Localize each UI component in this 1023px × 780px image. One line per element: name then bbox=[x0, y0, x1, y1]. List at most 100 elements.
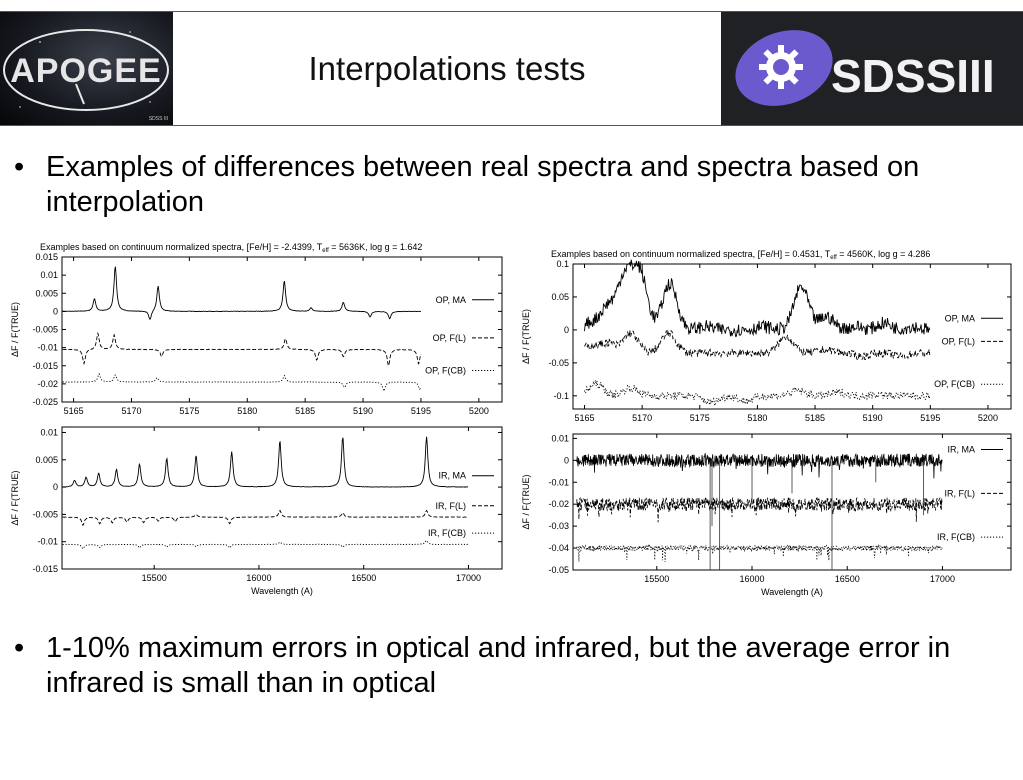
gear-icon bbox=[759, 45, 803, 89]
y-axis-label: ΔF / F(TRUE) bbox=[10, 470, 20, 525]
y-tick-label: 0 bbox=[564, 455, 569, 465]
x-tick-label: 16000 bbox=[246, 573, 271, 583]
chart-title: Examples based on continuum normalized s… bbox=[551, 249, 930, 261]
y-tick-label: -0.005 bbox=[32, 325, 58, 335]
x-tick-label: 5180 bbox=[237, 406, 257, 416]
x-tick-label: 15500 bbox=[644, 574, 669, 584]
legend-label: OP, MA bbox=[945, 313, 975, 323]
y-axis-label: ΔF / F(TRUE) bbox=[10, 302, 20, 357]
sdss-logo: SDSSIII bbox=[721, 12, 1023, 125]
series-line bbox=[62, 266, 422, 321]
y-tick-label: 0.05 bbox=[551, 292, 569, 302]
y-tick-label: 0 bbox=[53, 482, 58, 492]
y-tick-label: -0.01 bbox=[37, 343, 58, 353]
x-tick-label: 5170 bbox=[121, 406, 141, 416]
series-line bbox=[584, 378, 931, 407]
y-tick-label: 0.005 bbox=[35, 288, 58, 298]
svg-text:SDSS III: SDSS III bbox=[149, 116, 168, 122]
x-tick-label: 15500 bbox=[142, 573, 167, 583]
legend-label: IR, F(L) bbox=[945, 488, 976, 498]
chart-right-optical: Examples based on continuum normalized s… bbox=[521, 249, 1012, 423]
x-tick-label: 5195 bbox=[920, 413, 940, 423]
plot-frame bbox=[572, 263, 1012, 410]
y-tick-label: 0.015 bbox=[35, 252, 58, 262]
x-tick-label: 16500 bbox=[351, 573, 376, 583]
bullet-text: 1-10% maximum errors in optical and infr… bbox=[46, 632, 951, 699]
y-tick-label: -0.015 bbox=[32, 564, 58, 574]
y-tick-label: -0.005 bbox=[32, 509, 58, 519]
apogee-logo-text: APOGEE bbox=[10, 52, 161, 90]
x-tick-label: 17000 bbox=[930, 574, 955, 584]
y-tick-label: -0.01 bbox=[37, 537, 58, 547]
chart-left-infrared: 0.01 0.005 0 -0.005 -0.01 -0.015 15500 16000 165… bbox=[10, 426, 503, 596]
y-tick-label: -0.04 bbox=[548, 543, 569, 553]
y-tick-label: 0 bbox=[564, 325, 569, 335]
slide-header: APOGEE SDSS III Interpolations tests bbox=[0, 11, 1023, 126]
chart-left-optical: Examples based on continuum normalized s… bbox=[10, 242, 503, 416]
x-tick-label: 5200 bbox=[469, 406, 489, 416]
legend-label: OP, F(CB) bbox=[934, 379, 975, 389]
y-tick-label: 0 bbox=[53, 306, 58, 316]
x-tick-label: 5195 bbox=[411, 406, 431, 416]
y-axis-label: ΔF / F(TRUE) bbox=[521, 474, 531, 529]
x-tick-label: 5190 bbox=[353, 406, 373, 416]
bullet-dot: • bbox=[14, 151, 25, 183]
x-tick-label: 5200 bbox=[978, 413, 998, 423]
x-tick-label: 5175 bbox=[179, 406, 199, 416]
series-line bbox=[584, 259, 931, 337]
y-tick-label: 0.01 bbox=[551, 433, 569, 443]
apogee-logo: APOGEE SDSS III bbox=[0, 12, 173, 125]
legend-label: OP, F(CB) bbox=[425, 365, 466, 375]
sdss-logo-text: SDSSIII bbox=[831, 50, 995, 102]
x-tick-label: 5165 bbox=[64, 406, 84, 416]
x-tick-label: 16500 bbox=[835, 574, 860, 584]
chart-title: Examples based on continuum normalized s… bbox=[40, 242, 422, 254]
page-title: Interpolations tests bbox=[308, 49, 586, 87]
legend-label: IR, F(CB) bbox=[428, 528, 466, 538]
y-axis-label: ΔF / F(TRUE) bbox=[521, 309, 531, 364]
x-axis-label: Wavelength (A) bbox=[251, 586, 313, 596]
y-tick-label: -0.02 bbox=[548, 499, 569, 509]
x-tick-label: 5185 bbox=[295, 406, 315, 416]
x-tick-label: 5165 bbox=[575, 413, 595, 423]
series-line bbox=[576, 496, 943, 523]
y-tick-label: -0.01 bbox=[548, 477, 569, 487]
bullet-text: Examples of differences between real spe… bbox=[46, 151, 920, 218]
bullet-item: • Examples of differences between real s… bbox=[14, 150, 1004, 220]
chart-right-infrared: 0.01 0 -0.01 -0.02 -0.03 -0.04 -0.05 15500 16000… bbox=[521, 433, 1012, 597]
x-tick-label: 5190 bbox=[863, 413, 883, 423]
legend-label: OP, F(L) bbox=[942, 336, 975, 346]
y-tick-label: 0.1 bbox=[556, 259, 569, 269]
x-tick-label: 17000 bbox=[456, 573, 481, 583]
series-line bbox=[62, 331, 422, 366]
y-tick-label: -0.025 bbox=[32, 397, 58, 407]
series-line bbox=[584, 330, 931, 361]
series-line bbox=[62, 509, 469, 526]
legend-label: IR, F(L) bbox=[436, 501, 467, 511]
legend-label: IR, MA bbox=[947, 444, 975, 454]
series-line bbox=[62, 436, 469, 488]
x-tick-label: 5185 bbox=[805, 413, 825, 423]
y-tick-label: -0.015 bbox=[32, 361, 58, 371]
y-tick-label: 0.01 bbox=[40, 270, 58, 280]
y-tick-label: 0.005 bbox=[35, 455, 58, 465]
x-tick-label: 16000 bbox=[739, 574, 764, 584]
sdss-logo-graphic: SDSSIII bbox=[735, 30, 995, 106]
legend-label: IR, MA bbox=[438, 471, 466, 481]
apogee-logo-graphic: APOGEE SDSS III bbox=[3, 29, 169, 122]
x-tick-label: 5180 bbox=[747, 413, 767, 423]
y-tick-label: 0.01 bbox=[40, 427, 58, 437]
y-tick-label: -0.1 bbox=[553, 391, 569, 401]
series-line bbox=[62, 539, 469, 550]
bullet-dot: • bbox=[14, 632, 25, 664]
series-line bbox=[576, 543, 943, 562]
y-tick-label: -0.05 bbox=[548, 565, 569, 575]
plot-frame bbox=[572, 433, 1012, 571]
legend-label: OP, F(L) bbox=[433, 333, 466, 343]
bullet-item: • 1-10% maximum errors in optical and in… bbox=[14, 631, 1004, 701]
legend-label: IR, F(CB) bbox=[937, 532, 975, 542]
legend-label: OP, MA bbox=[436, 295, 466, 305]
x-tick-label: 5175 bbox=[690, 413, 710, 423]
y-tick-label: -0.05 bbox=[548, 358, 569, 368]
series-line bbox=[576, 452, 943, 479]
